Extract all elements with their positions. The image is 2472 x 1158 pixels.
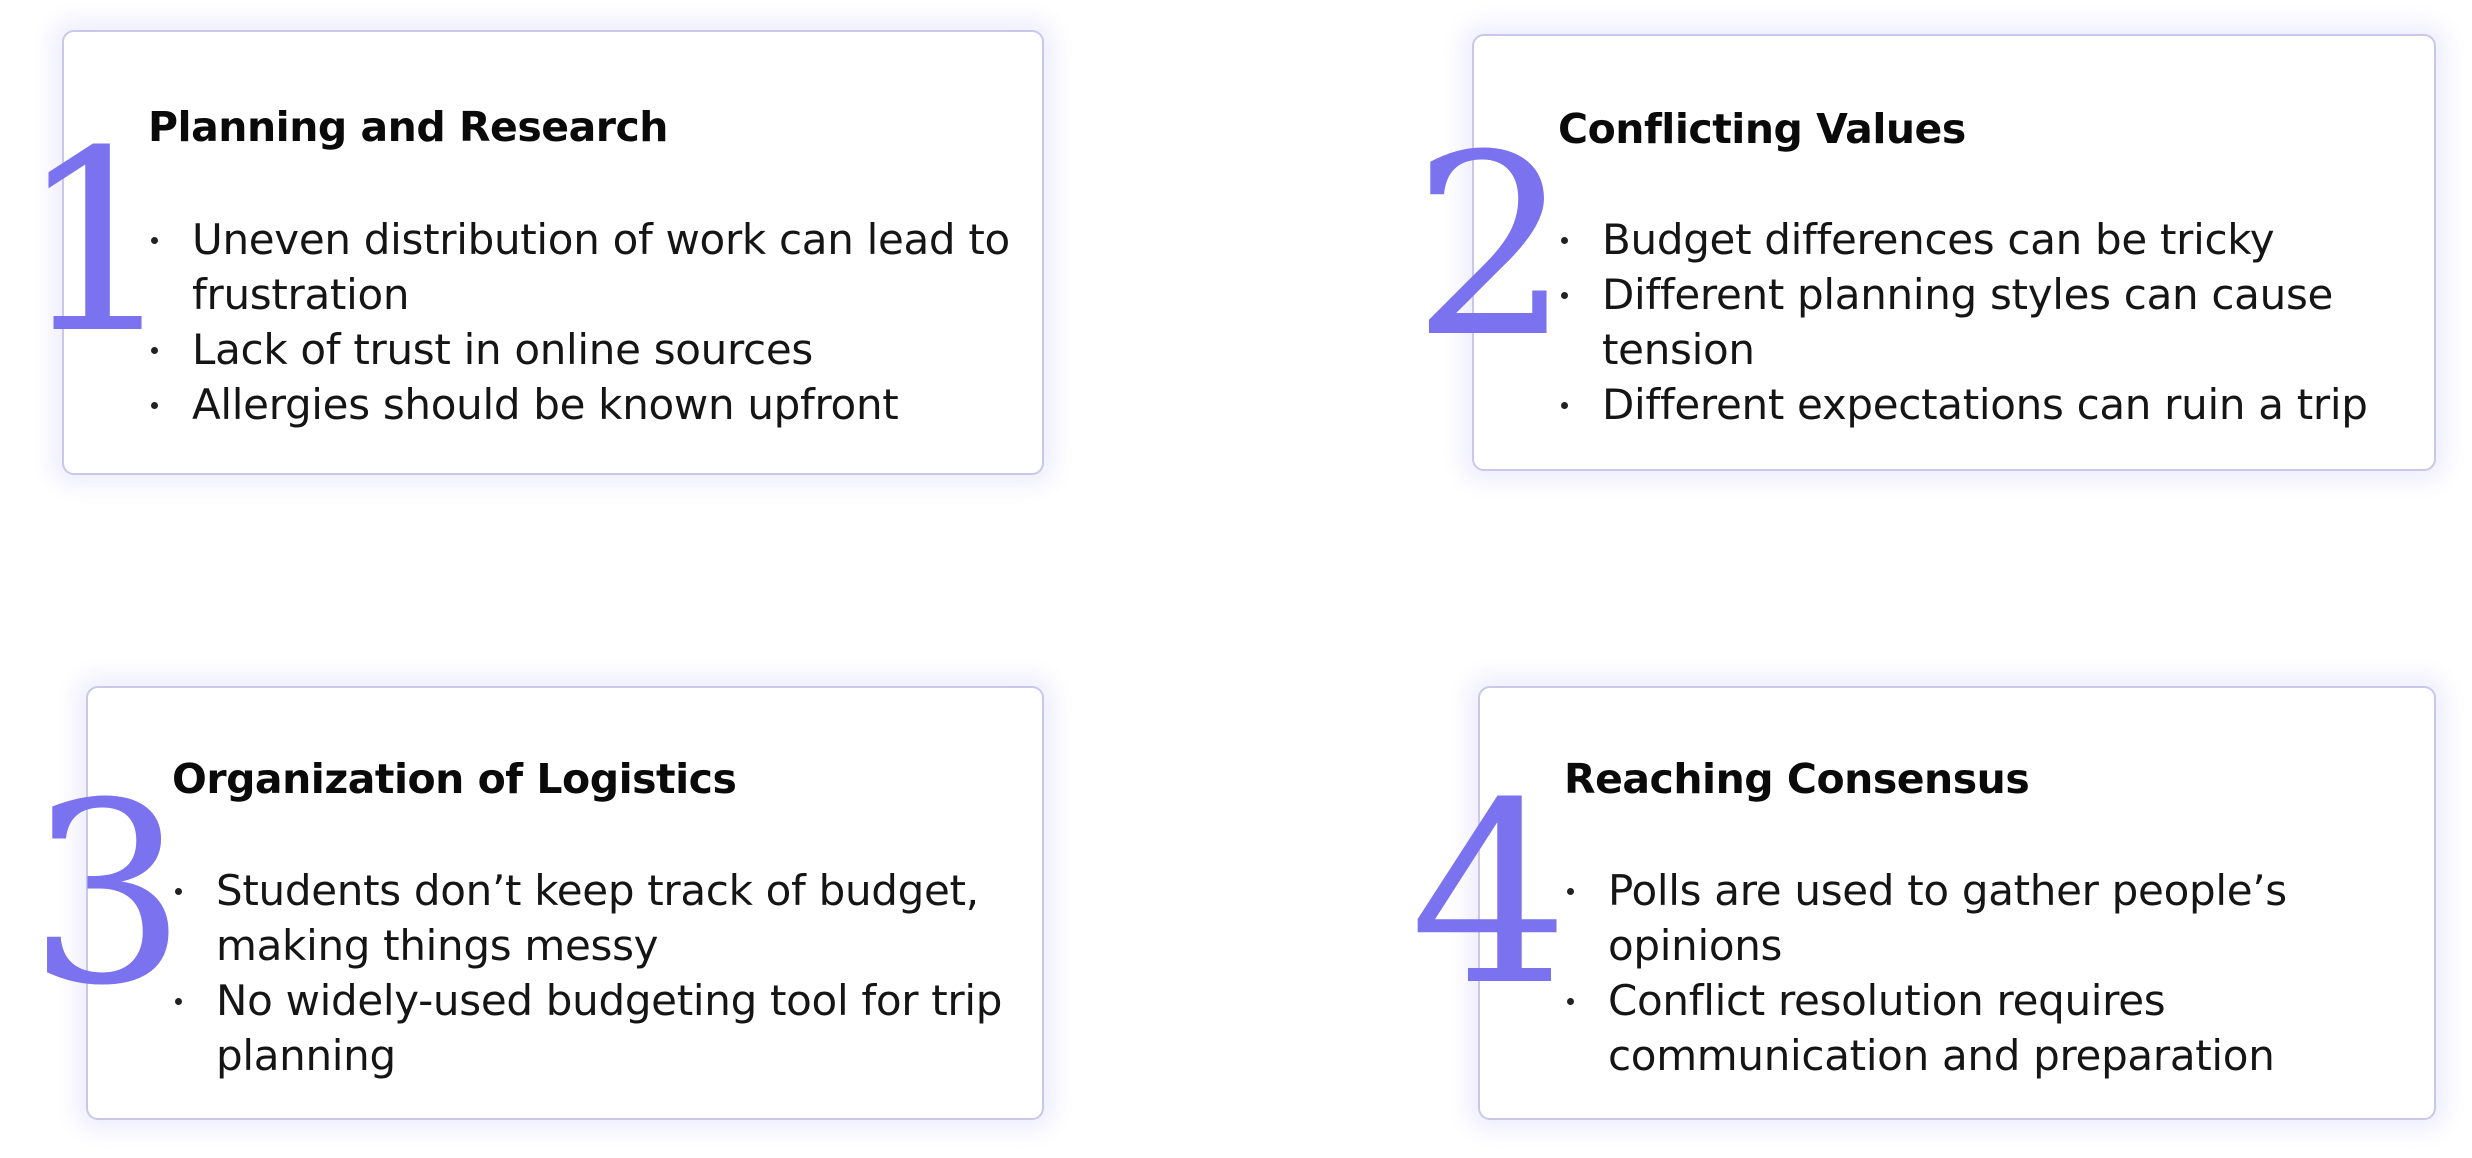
card-title: Planning and Research <box>148 103 668 151</box>
card-reaching-consensus: Reaching Consensus Polls are used to gat… <box>1478 686 2436 1120</box>
bullet-item: Uneven distribution of work can lead to … <box>148 212 1028 322</box>
card-planning-and-research: Planning and Research Uneven distributio… <box>62 30 1044 475</box>
section-number-2: 2 <box>1412 101 1572 392</box>
bullet-list: Students don’t keep track of budget, mak… <box>172 863 1032 1083</box>
card-organization-of-logistics: Organization of Logistics Students don’t… <box>86 686 1044 1120</box>
bullet-item: Budget differences can be tricky <box>1558 212 2418 267</box>
bullet-item: Polls are used to gather people’s opinio… <box>1564 863 2424 973</box>
section-number-3: 3 <box>28 749 188 1040</box>
card-title: Reaching Consensus <box>1564 755 2030 803</box>
section-number-4: 4 <box>1410 749 1570 1040</box>
bullet-list: Polls are used to gather people’s opinio… <box>1564 863 2424 1083</box>
bullet-item: Allergies should be known upfront <box>148 377 1028 432</box>
bullet-item: Conflict resolution requires communicati… <box>1564 973 2424 1083</box>
bullet-list: Uneven distribution of work can lead to … <box>148 212 1028 432</box>
bullet-item: Different planning styles can cause tens… <box>1558 267 2418 377</box>
bullet-item: Lack of trust in online sources <box>148 322 1028 377</box>
section-number-1: 1 <box>18 97 178 388</box>
card-title: Conflicting Values <box>1558 105 1966 153</box>
bullet-item: No widely-used budgeting tool for trip p… <box>172 973 1032 1083</box>
bullet-list: Budget differences can be tricky Differe… <box>1558 212 2418 432</box>
bullet-item: Different expectations can ruin a trip <box>1558 377 2418 432</box>
card-title: Organization of Logistics <box>172 755 737 803</box>
card-conflicting-values: Conflicting Values Budget differences ca… <box>1472 34 2436 471</box>
bullet-item: Students don’t keep track of budget, mak… <box>172 863 1032 973</box>
